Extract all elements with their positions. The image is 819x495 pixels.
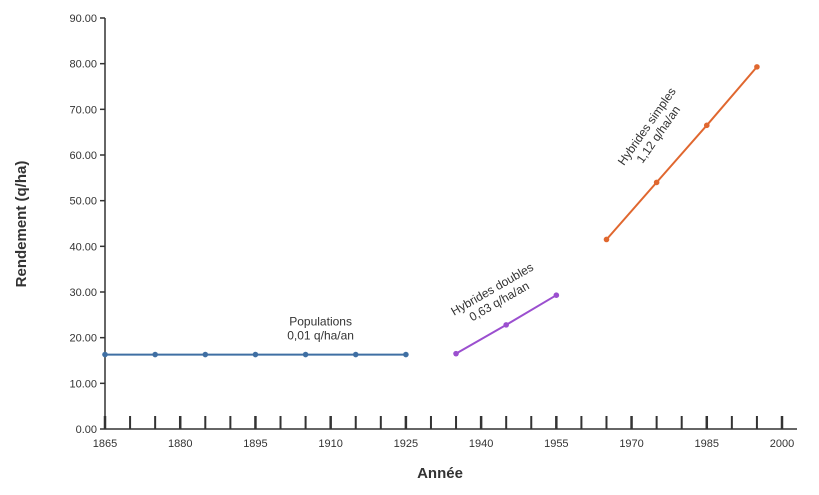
x-tick-label: 1910 — [318, 438, 342, 450]
series-0-point — [302, 351, 309, 358]
y-tick-label: 20.00 — [69, 333, 97, 345]
series-2-line — [605, 66, 758, 241]
x-tick-label: 2000 — [770, 438, 794, 450]
series-2-point — [603, 236, 610, 243]
x-tick-label: 1880 — [168, 438, 192, 450]
series-0-point — [102, 351, 108, 358]
y-tick-label: 0.00 — [76, 424, 97, 436]
series-0-point — [403, 351, 409, 358]
x-tick-label: 1985 — [695, 438, 719, 450]
y-ticks: 0.00 10.00 20.00 30.00 40.00 50.00 60.00 70.00 8… — [69, 13, 105, 436]
y-tick-label: 10.00 — [69, 378, 97, 390]
x-tick-label: 1940 — [469, 438, 493, 450]
x-axis-title: Année — [417, 465, 463, 482]
y-tick-label: 90.00 — [69, 13, 97, 25]
series-2-point — [703, 122, 710, 129]
x-tick-label: 1865 — [93, 438, 117, 450]
x-tick-label: 1970 — [619, 438, 643, 450]
annotation-line: 0,01 q/ha/an — [287, 329, 354, 343]
series-1-point — [553, 292, 560, 298]
y-axis-title: Rendement (q/ha) — [13, 161, 30, 288]
series-0-point — [152, 351, 158, 358]
series-0-point — [252, 351, 259, 358]
y-tick-label: 60.00 — [69, 150, 97, 162]
x-tick-label: 1925 — [394, 438, 418, 450]
y-tick-label: 50.00 — [69, 196, 97, 208]
series-group — [102, 64, 760, 358]
series-1-point — [503, 322, 509, 328]
x-minor-ticks — [129, 416, 758, 429]
y-tick-label: 40.00 — [69, 241, 97, 253]
series-2-point — [754, 64, 760, 70]
series-0-point — [202, 351, 209, 358]
y-tick-label: 30.00 — [69, 287, 97, 299]
x-ticks: 1865 1880 1895 1910 1925 1940 1955 1970 1985 2000 — [93, 416, 794, 450]
axes — [104, 18, 797, 430]
series-2-point — [653, 179, 660, 186]
y-tick-label: 70.00 — [69, 104, 97, 116]
series-1-point — [453, 350, 459, 357]
annotation-line: Populations — [289, 315, 352, 329]
y-tick-label: 80.00 — [69, 59, 97, 71]
x-tick-label: 1895 — [243, 438, 267, 450]
series-0-point — [352, 351, 359, 358]
x-tick-label: 1955 — [544, 438, 568, 450]
